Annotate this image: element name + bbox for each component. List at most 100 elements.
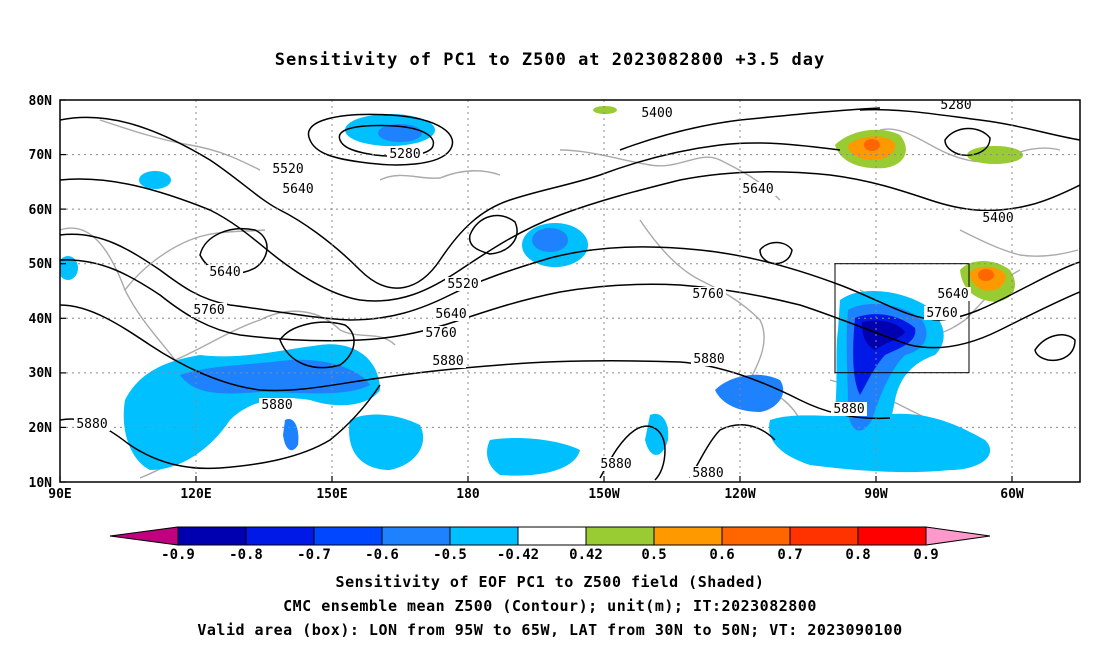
contour-label: 5640 [282, 182, 313, 197]
lat-label: 60N [29, 203, 53, 218]
contour-label: 5760 [425, 326, 456, 341]
contour-label: 5880 [261, 398, 292, 413]
lon-label: 60W [1000, 487, 1024, 502]
contour-label: 5520 [272, 162, 303, 177]
colorbar-swatch [177, 526, 247, 546]
lon-label: 180 [456, 487, 480, 502]
colorbar-label: 0.5 [641, 547, 666, 563]
colorbar-swatch [721, 526, 791, 546]
colorbar-label: -0.42 [497, 547, 539, 563]
footer-line-3: Valid area (box): LON from 95W to 65W, L… [197, 621, 903, 639]
contour-label-bg [935, 287, 971, 301]
contour-label: 5760 [692, 287, 723, 302]
contour-label: 5880 [692, 466, 723, 481]
lon-label: 90E [48, 487, 71, 502]
contour-label: 5880 [833, 402, 864, 417]
contour-label: 5640 [742, 182, 773, 197]
colorbar-swatch [245, 526, 315, 546]
contour-label: 5400 [641, 106, 672, 121]
contour-label: 5400 [982, 211, 1013, 226]
colorbar-label: 0.9 [913, 547, 938, 563]
colorbar-swatch [585, 526, 655, 546]
contour-label-bg [433, 307, 469, 321]
colorbar-label: -0.9 [161, 547, 195, 563]
colorbar-swatch [381, 526, 451, 546]
contour-label-bg [423, 326, 459, 340]
contour-label-bg [207, 265, 243, 279]
colorbar-label: -0.7 [297, 547, 331, 563]
lat-label: 10N [29, 476, 53, 491]
lat-label: 20N [29, 421, 53, 436]
contour-label-bg [831, 402, 867, 416]
contour-label-bg [270, 162, 306, 176]
colorbar-label: 0.8 [845, 547, 870, 563]
plot-frame [59, 99, 1081, 483]
contour-label: 5640 [937, 287, 968, 302]
lat-label: 50N [29, 257, 53, 272]
z500-contours [60, 107, 1080, 481]
contour-label-bg [924, 306, 960, 320]
contour-label: 5640 [209, 265, 240, 280]
colorbar: -0.9 -0.8 -0.7 -0.6 -0.5 -0.42 0.42 0.5 0.6 0.7 0.… [109, 526, 991, 563]
contour-label: 5880 [432, 354, 463, 369]
contour-label: 5880 [600, 457, 631, 472]
contour-label: 5640 [435, 307, 466, 322]
colorbar-swatch [857, 526, 927, 546]
lon-label: 90W [864, 487, 888, 502]
colorbar-swatch [313, 526, 383, 546]
contour-label: 5280 [389, 147, 420, 162]
contour-label-bg [740, 182, 776, 196]
lat-label: 70N [29, 148, 53, 163]
contour-label-bg [445, 277, 481, 291]
colorbar-label: -0.6 [365, 547, 399, 563]
contour-label-bg [430, 354, 466, 368]
colorbar-label: 0.6 [709, 547, 734, 563]
colorbar-label: 0.7 [777, 547, 802, 563]
contour-label-bg [938, 100, 974, 112]
lat-label: 30N [29, 366, 53, 381]
contour-labels: 5400 5280 5280 5520 5640 5640 5400 5640 5520 5760… [74, 98, 1016, 481]
axis-ticks [59, 99, 1013, 483]
lon-label: 150E [316, 487, 347, 502]
footer-line-1: Sensitivity of EOF PC1 to Z500 field (Sh… [335, 573, 765, 591]
longitude-labels: 90E 120E 150E 180 150W 120W 90W 60W [48, 487, 1024, 502]
colorbar-max-arrow [925, 526, 991, 546]
contour-label-bg [690, 287, 726, 301]
contour-label-bg [598, 457, 634, 471]
lon-label: 120E [180, 487, 211, 502]
contour-label-bg [691, 352, 727, 366]
colorbar-swatch [449, 526, 519, 546]
contour-label: 5760 [926, 306, 957, 321]
contour-label: 5760 [193, 303, 224, 318]
valid-area-box [834, 263, 970, 374]
lat-label: 80N [29, 94, 53, 109]
lon-label: 150W [588, 487, 619, 502]
map-title: Sensitivity of PC1 to Z500 at 2023082800… [274, 50, 826, 70]
contour-label-bg [639, 106, 675, 120]
colorbar-label: 0.42 [569, 547, 603, 563]
contour-label: 5280 [940, 98, 971, 113]
contour-label: 5520 [447, 277, 478, 292]
colorbar-min-arrow [109, 526, 179, 546]
contour-label-bg [191, 303, 227, 317]
footer-line-2: CMC ensemble mean Z500 (Contour); unit(m… [283, 597, 817, 615]
contour-label: 5880 [76, 417, 107, 432]
contour-label-bg [74, 417, 110, 431]
latitude-labels: 80N 70N 60N 50N 40N 30N 20N 10N [29, 94, 53, 491]
contour-label-bg [280, 182, 316, 196]
colorbar-swatch [653, 526, 723, 546]
contour-label-bg [387, 147, 423, 161]
contour-label-bg [259, 398, 295, 412]
lat-label: 40N [29, 312, 53, 327]
contour-label: 5880 [693, 352, 724, 367]
contour-label-bg [690, 466, 726, 480]
colorbar-swatch [789, 526, 859, 546]
contour-label-bg [980, 211, 1016, 225]
sensitivity-shading [60, 106, 1023, 476]
lon-label: 120W [724, 487, 755, 502]
colorbar-swatch [517, 526, 587, 546]
colorbar-label: -0.5 [433, 547, 467, 563]
colorbar-label: -0.8 [229, 547, 263, 563]
grid-lines [60, 100, 1080, 482]
